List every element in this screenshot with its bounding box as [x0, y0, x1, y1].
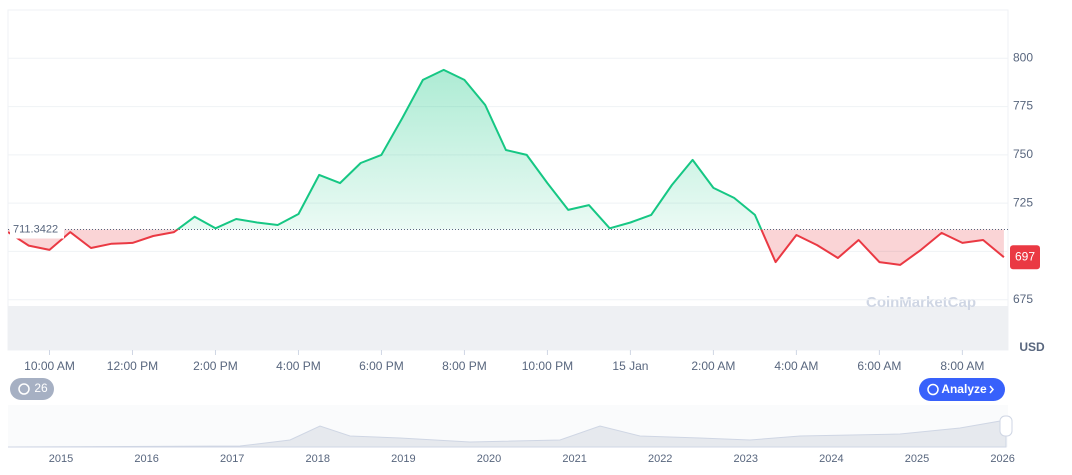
price-line-down	[8, 229, 1005, 266]
x-tick-label: 2:00 PM	[193, 359, 238, 373]
x-tick-label: 4:00 AM	[774, 359, 818, 373]
x-tick-label: 8:00 AM	[940, 359, 984, 373]
navigator-year: 2021	[562, 453, 586, 465]
x-tick-label: 4:00 PM	[276, 359, 321, 373]
navigator-handle[interactable]	[999, 415, 1013, 437]
baseline-label: 711.3422	[13, 223, 58, 235]
navigator-year: 2024	[819, 453, 843, 465]
x-tick-label: 2:00 AM	[691, 359, 735, 373]
current-price-bg	[1010, 245, 1040, 270]
badge-text: 26	[34, 381, 48, 395]
navigator-year: 2017	[220, 453, 244, 465]
area-above	[177, 69, 762, 230]
badge-bg	[10, 378, 54, 400]
current-price-label: 697	[1015, 249, 1035, 263]
navigator-year: 2022	[648, 453, 672, 465]
navigator-year: 2015	[49, 453, 73, 465]
x-tick-label: 10:00 AM	[24, 359, 75, 373]
analyze-text: Analyze	[941, 382, 987, 396]
watermark: CoinMarketCap	[866, 294, 976, 311]
analyze-bg	[919, 378, 1005, 401]
navigator-area	[7, 419, 1007, 448]
analyze-chevron	[989, 385, 994, 394]
navigator-year: 2020	[477, 453, 501, 465]
x-tick-label: 8:00 PM	[442, 359, 487, 373]
navigator-year: 2018	[306, 453, 330, 465]
y-tick-label: 725	[1013, 195, 1033, 209]
navigator-year: 2025	[905, 453, 929, 465]
y-tick-label: 675	[1013, 292, 1033, 306]
navigator-year: 2026	[990, 453, 1014, 465]
x-tick-label: 10:00 PM	[522, 359, 573, 373]
y-tick-label: 750	[1013, 147, 1033, 161]
y-axis-label: USD	[1019, 340, 1045, 354]
navigator-year: 2019	[391, 453, 415, 465]
x-tick-label: 6:00 AM	[857, 359, 901, 373]
badge-icon	[18, 383, 30, 395]
x-tick-label: 15 Jan	[612, 359, 648, 373]
x-tick-label: 12:00 PM	[107, 359, 158, 373]
analyze-button[interactable]: Analyze	[919, 378, 1005, 401]
analyze-icon	[927, 383, 939, 396]
history-badge[interactable]: 26	[10, 378, 54, 400]
x-tick-label: 6:00 PM	[359, 359, 404, 373]
y-tick-label: 775	[1013, 99, 1033, 113]
price-line-up	[175, 68, 763, 230]
baseline-label-bg	[10, 220, 64, 239]
navigator-year: 2023	[734, 453, 758, 465]
y-tick-label: 800	[1013, 50, 1033, 64]
volume-band	[8, 306, 1008, 350]
navigator-year: 2016	[134, 453, 158, 465]
